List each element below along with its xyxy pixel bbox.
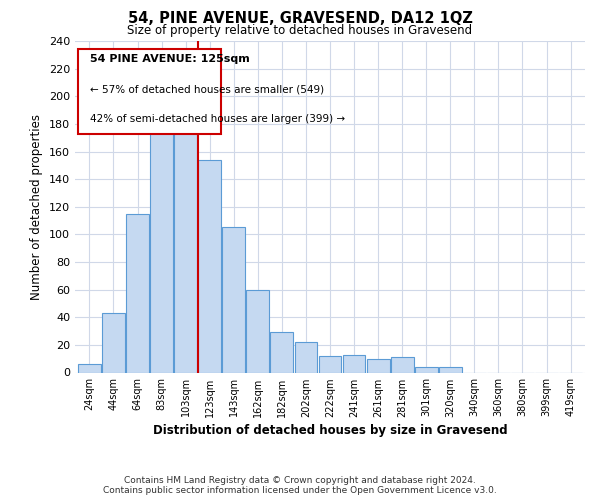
Bar (415, 367, 437, 372)
Text: 42% of semi-detached houses are larger (399) →: 42% of semi-detached houses are larger (… (90, 114, 346, 124)
Text: Contains public sector information licensed under the Open Government Licence v3: Contains public sector information licen… (103, 486, 497, 495)
Bar (223, 228, 245, 372)
Bar (78, 364, 101, 372)
Bar (295, 342, 317, 372)
Bar (343, 354, 365, 372)
Text: ← 57% of detached houses are smaller (549): ← 57% of detached houses are smaller (54… (90, 84, 325, 94)
Bar (198, 160, 221, 372)
Bar (150, 112, 173, 372)
FancyBboxPatch shape (77, 50, 221, 134)
Bar (126, 214, 149, 372)
Y-axis label: Number of detached properties: Number of detached properties (31, 114, 43, 300)
Bar (319, 356, 341, 372)
Bar (174, 112, 197, 372)
Bar (439, 367, 462, 372)
Text: 54, PINE AVENUE, GRAVESEND, DA12 1QZ: 54, PINE AVENUE, GRAVESEND, DA12 1QZ (128, 11, 472, 26)
X-axis label: Distribution of detached houses by size in Gravesend: Distribution of detached houses by size … (152, 424, 508, 437)
Bar (367, 358, 389, 372)
Bar (391, 358, 413, 372)
Bar (271, 332, 293, 372)
Text: 54 PINE AVENUE: 125sqm: 54 PINE AVENUE: 125sqm (90, 54, 250, 64)
Bar (247, 290, 269, 372)
Text: Contains HM Land Registry data © Crown copyright and database right 2024.: Contains HM Land Registry data © Crown c… (124, 476, 476, 485)
Text: Size of property relative to detached houses in Gravesend: Size of property relative to detached ho… (127, 24, 473, 37)
Bar (102, 313, 125, 372)
